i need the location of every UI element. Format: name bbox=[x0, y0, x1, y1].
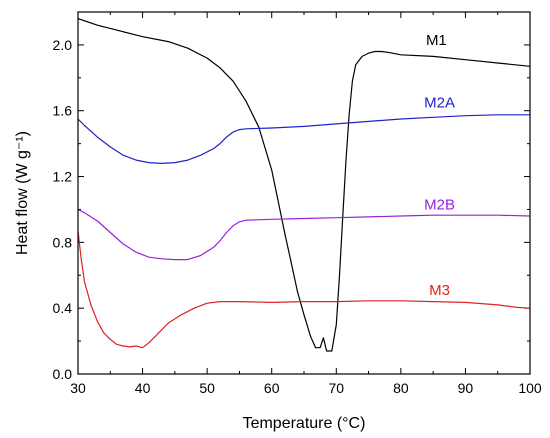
y-tick-label: 0.4 bbox=[53, 300, 73, 316]
series-line-m2b bbox=[78, 208, 530, 261]
axis-ticks: 30 40 50 60 70 80 90 100 0.0 0.4 0.8 1.2 1.6 2.0 bbox=[53, 12, 542, 396]
y-tick-label: 2.0 bbox=[53, 37, 73, 53]
x-tick-label: 90 bbox=[458, 380, 474, 396]
series-line-m3 bbox=[78, 230, 530, 349]
series-label-m2b: M2B bbox=[424, 196, 455, 213]
y-axis-label: Heat flow (W g⁻¹) bbox=[14, 131, 31, 255]
x-tick-label: 50 bbox=[199, 380, 215, 396]
series-label-m1: M1 bbox=[426, 32, 447, 49]
data-series bbox=[78, 18, 530, 352]
x-axis-label: Temperature (°C) bbox=[243, 415, 366, 432]
series-line-m2a bbox=[78, 114, 530, 164]
x-tick-label: 100 bbox=[518, 380, 542, 396]
x-tick-label: 70 bbox=[328, 380, 344, 396]
x-tick-label: 40 bbox=[135, 380, 151, 396]
series-label-m2a: M2A bbox=[424, 94, 455, 111]
y-tick-label: 0.8 bbox=[53, 234, 73, 250]
series-line-m1 bbox=[78, 18, 530, 352]
series-label-m3: M3 bbox=[429, 282, 450, 299]
y-tick-label: 1.2 bbox=[53, 169, 73, 185]
x-tick-label: 80 bbox=[393, 380, 409, 396]
x-tick-label: 60 bbox=[264, 380, 280, 396]
y-tick-label: 0.0 bbox=[53, 366, 73, 382]
series-labels: M1 M2A M2B M3 bbox=[424, 32, 455, 299]
y-tick-label: 1.6 bbox=[53, 103, 73, 119]
plot-frame bbox=[77, 11, 531, 375]
x-tick-label: 30 bbox=[70, 380, 86, 396]
